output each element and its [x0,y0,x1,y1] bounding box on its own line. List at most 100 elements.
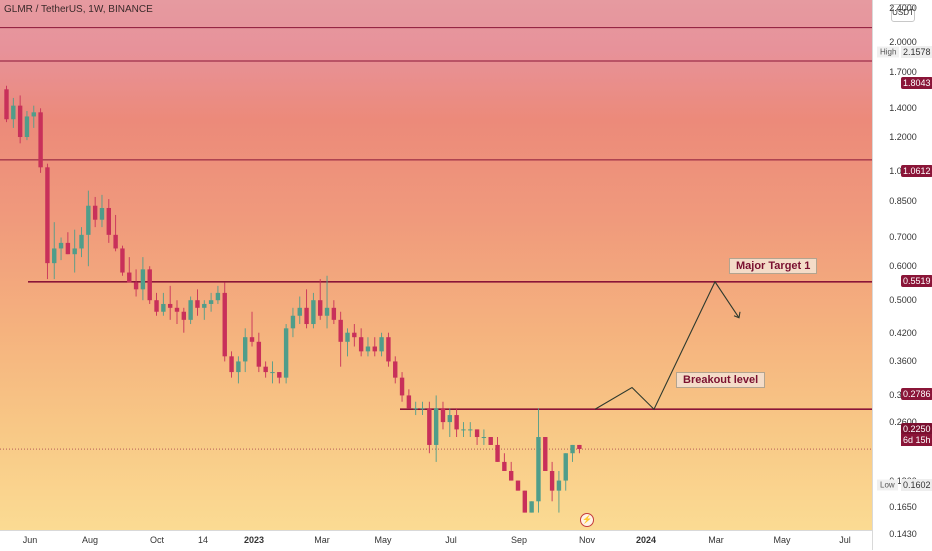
candle-body[interactable] [106,207,111,235]
candle-body[interactable] [290,315,296,329]
candle-body[interactable] [495,444,500,462]
candle-body[interactable] [17,105,23,138]
price-tick-label: 0.7000 [889,232,917,243]
lightning-icon[interactable]: ⚡ [580,513,594,527]
candle-body[interactable] [79,234,84,249]
candle-body[interactable] [243,337,248,362]
candle-body[interactable] [413,408,418,410]
price-tick-label: 0.1650 [889,501,917,512]
candle-body[interactable] [120,248,125,273]
candle-body[interactable] [174,307,180,312]
candle-body[interactable] [358,337,364,352]
candle-body[interactable] [563,453,568,481]
candle-body[interactable] [147,269,152,301]
candle-body[interactable] [474,429,480,438]
candle-body[interactable] [181,311,187,320]
candle-body[interactable] [318,300,323,316]
candle-body[interactable] [406,395,412,409]
candle-body[interactable] [249,337,255,342]
candle-body[interactable] [570,444,575,454]
candle-body[interactable] [311,300,316,325]
time-tick-label: Jul [445,535,457,545]
price-tick-label: 0.4200 [889,327,917,338]
candle-body[interactable] [229,356,234,373]
candle-body[interactable] [481,437,487,439]
candle-body[interactable] [468,429,473,431]
candle-body[interactable] [379,337,384,352]
candle-body[interactable] [11,105,16,120]
candle-body[interactable] [222,292,227,357]
candle-body[interactable] [127,272,132,283]
candle-body[interactable] [58,242,64,249]
candle-body[interactable] [215,292,221,301]
candle-body[interactable] [297,307,302,316]
candle-body[interactable] [549,470,555,491]
candle-body[interactable] [529,501,534,513]
annotation-major-target[interactable]: Major Target 1 [729,258,818,274]
candle-body[interactable] [502,461,507,471]
candle-body[interactable] [386,337,391,362]
candle-body[interactable] [338,319,343,342]
candle-body[interactable] [345,332,350,342]
candle-body[interactable] [304,307,309,325]
time-tick-label: Aug [81,535,99,545]
candle-body[interactable] [543,437,548,471]
candle-body[interactable] [236,361,241,373]
time-axis[interactable]: Jun Aug Oct 14 2023 Mar May Jul Sep Nov 2024 Mar May… [0,530,872,551]
candle-body[interactable] [447,415,452,423]
currency-button[interactable]: USDT [891,4,915,22]
candle-body[interactable] [508,470,514,481]
candle-body[interactable] [399,377,405,396]
candle-body[interactable] [488,437,493,445]
candle-body[interactable] [167,303,173,308]
candle-body[interactable] [195,300,200,308]
candle-body[interactable] [372,346,377,352]
candle-body[interactable] [454,415,459,430]
candle-body[interactable] [393,361,398,378]
projection-path[interactable] [594,280,740,411]
candle-body[interactable] [365,346,371,352]
candle-body[interactable] [283,328,289,378]
candle-body[interactable] [188,300,193,320]
price-axis[interactable]: USDT 2.40002.00001.70001.40001.20001.000… [872,0,932,550]
candle-body[interactable] [24,116,30,138]
candle-body[interactable] [86,205,91,235]
candle-body[interactable] [113,234,118,249]
candle-body[interactable] [433,408,439,445]
candle-body[interactable] [256,341,262,367]
candle-body[interactable] [536,437,541,502]
candle-body[interactable] [270,372,275,374]
candle-body[interactable] [461,429,466,431]
annotation-breakout-level[interactable]: Breakout level [676,372,766,388]
candle-body[interactable] [420,408,425,410]
candle-body[interactable] [99,207,105,220]
candle-body[interactable] [427,408,432,445]
candle-body[interactable] [352,332,357,338]
candle-body[interactable] [31,112,36,117]
candle-body[interactable] [45,167,50,264]
candle-body[interactable] [4,89,9,120]
candle-body[interactable] [263,366,268,373]
candle-body[interactable] [331,307,337,320]
candle-body[interactable] [140,269,146,290]
candle-body[interactable] [202,303,207,308]
time-tick-label: 2023 [243,535,265,545]
candle-body[interactable] [133,282,139,290]
candle-body[interactable] [577,444,582,450]
symbol-title: GLMR / TetherUS, 1W, BINANCE [4,4,153,15]
candle-body[interactable] [556,480,562,491]
candle-body[interactable] [208,300,214,304]
chart-area[interactable]: GLMR / TetherUS, 1W, BINANCE Major Targe… [0,0,872,530]
candle-body[interactable] [277,372,282,378]
candle-body[interactable] [52,248,57,264]
candle-body[interactable] [38,112,43,168]
candle-body[interactable] [324,307,330,316]
candle-body[interactable] [161,303,166,312]
candle-body[interactable] [440,408,446,423]
candle-body[interactable] [72,248,77,255]
candle-body[interactable] [65,242,71,255]
candle-body[interactable] [92,205,98,220]
candle-body[interactable] [154,300,159,312]
candle-body[interactable] [522,490,528,513]
candle-body[interactable] [515,480,521,491]
